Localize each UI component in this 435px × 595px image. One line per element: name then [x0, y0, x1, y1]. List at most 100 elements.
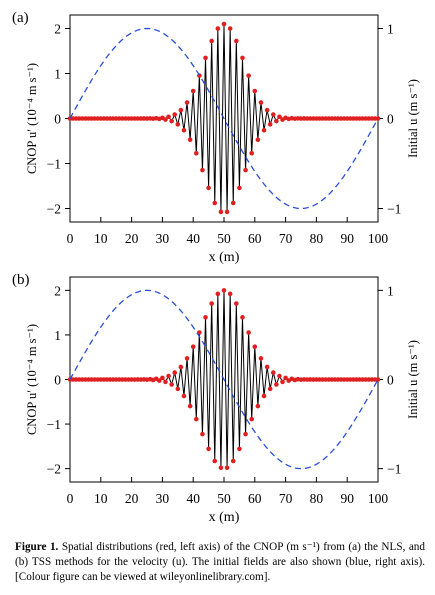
- cnop-data-point: [203, 315, 208, 320]
- x-tick-label: 100: [368, 491, 389, 506]
- y-left-tick-label: 2: [54, 22, 61, 37]
- initial-u-series-line: [70, 289, 378, 470]
- initial-u-series-line: [70, 27, 378, 210]
- cnop-data-point: [218, 209, 224, 215]
- y-left-tick-label: −1: [47, 417, 61, 432]
- x-tick-label: 20: [125, 491, 139, 506]
- cnop-data-point: [375, 377, 381, 382]
- cnop-data-point: [221, 21, 227, 27]
- cnop-data-point: [224, 209, 230, 215]
- y-right-tick-label: 1: [387, 22, 394, 37]
- cnop-data-point: [175, 122, 181, 127]
- cnop-data-point: [243, 167, 248, 173]
- cnop-data-point: [227, 291, 233, 297]
- x-tick-label: 40: [186, 491, 200, 506]
- cnop-data-point: [258, 356, 264, 361]
- cnop-data-point: [175, 386, 181, 392]
- y-left-axis-label: CNOP u′ (10⁻⁴ m s⁻¹): [25, 63, 39, 174]
- cnop-data-point: [209, 301, 214, 306]
- cnop-data-point: [252, 88, 258, 94]
- cnop-data-point: [163, 117, 168, 122]
- cnop-data-point: [212, 200, 218, 206]
- cnop-data-point: [234, 301, 239, 306]
- cnop-data-point: [215, 26, 221, 31]
- x-tick-label: 0: [67, 491, 74, 506]
- cnop-data-point: [184, 356, 190, 361]
- cnop-data-point: [169, 382, 174, 387]
- x-tick-label: 20: [125, 231, 139, 246]
- cnop-data-point: [157, 378, 162, 383]
- x-tick-label: 30: [156, 231, 170, 246]
- y-left-tick-label: −2: [47, 202, 61, 217]
- cnop-data-point: [243, 431, 248, 437]
- cnop-data-point: [190, 88, 196, 94]
- x-tick-label: 80: [310, 491, 324, 506]
- cnop-data-point: [212, 458, 218, 464]
- cnop-data-point: [224, 465, 230, 471]
- y-right-tick-label: 1: [387, 283, 394, 298]
- cnop-data-point: [264, 364, 270, 370]
- cnop-data-point: [215, 291, 221, 297]
- cnop-data-point: [178, 364, 184, 370]
- cnop-data-point: [277, 114, 282, 120]
- panel-label: (a): [12, 10, 29, 26]
- cnop-data-point: [206, 446, 211, 452]
- cnop-data-point: [237, 185, 242, 191]
- cnop-data-point: [181, 393, 187, 399]
- cnop-data-point: [274, 382, 279, 387]
- cnop-data-point: [249, 416, 255, 422]
- cnop-data-point: [240, 315, 245, 320]
- cnop-data-point: [163, 379, 168, 385]
- cnop-data-point: [227, 26, 233, 31]
- x-tick-label: 90: [340, 231, 354, 246]
- x-tick-label: 70: [279, 491, 293, 506]
- cnop-data-point: [283, 375, 288, 381]
- y-left-tick-label: 0: [54, 112, 61, 127]
- y-right-tick-label: −1: [387, 462, 401, 477]
- y-left-tick-label: −2: [47, 462, 61, 477]
- cnop-data-point: [237, 446, 242, 452]
- x-tick-label: 40: [186, 231, 200, 246]
- cnop-data-point: [187, 403, 193, 409]
- x-tick-label: 30: [156, 491, 170, 506]
- y-left-tick-label: 2: [54, 283, 61, 298]
- cnop-data-point: [181, 127, 187, 133]
- x-tick-label: 80: [310, 231, 324, 246]
- y-left-tick-label: −1: [47, 157, 61, 172]
- x-tick-label: 10: [94, 231, 108, 246]
- cnop-data-point: [246, 73, 251, 78]
- y-left-tick-label: 1: [54, 67, 61, 82]
- x-axis-label: x (m): [209, 250, 240, 265]
- y-right-tick-label: −1: [387, 202, 401, 217]
- cnop-data-point: [172, 112, 178, 117]
- y-right-axis-label: Initial u (m s⁻¹): [406, 79, 420, 158]
- x-tick-label: 0: [67, 231, 74, 246]
- x-tick-label: 50: [217, 231, 231, 246]
- y-right-axis-label: Initial u (m s⁻¹): [406, 340, 420, 419]
- y-left-tick-label: 1: [54, 328, 61, 343]
- cnop-data-point: [193, 416, 199, 422]
- x-tick-label: 10: [94, 491, 108, 506]
- cnop-data-point: [270, 112, 276, 117]
- cnop-data-point: [190, 344, 196, 350]
- y-left-tick-label: 0: [54, 373, 61, 388]
- cnop-data-point: [240, 55, 245, 61]
- cnop-data-point: [230, 458, 236, 464]
- panel-label: (b): [12, 272, 30, 288]
- cnop-data-point: [209, 38, 214, 44]
- y-right-tick-label: 0: [387, 112, 394, 127]
- cnop-data-point: [274, 118, 279, 124]
- cnop-data-point: [255, 403, 261, 409]
- x-tick-label: 90: [340, 491, 354, 506]
- cnop-data-point: [280, 379, 285, 385]
- cnop-data-point: [261, 127, 267, 133]
- cnop-data-point: [230, 200, 236, 206]
- cnop-data-point: [255, 137, 261, 143]
- x-tick-label: 100: [368, 231, 389, 246]
- cnop-data-point: [261, 393, 267, 399]
- cnop-data-point: [172, 370, 178, 375]
- cnop-data-point: [234, 38, 239, 44]
